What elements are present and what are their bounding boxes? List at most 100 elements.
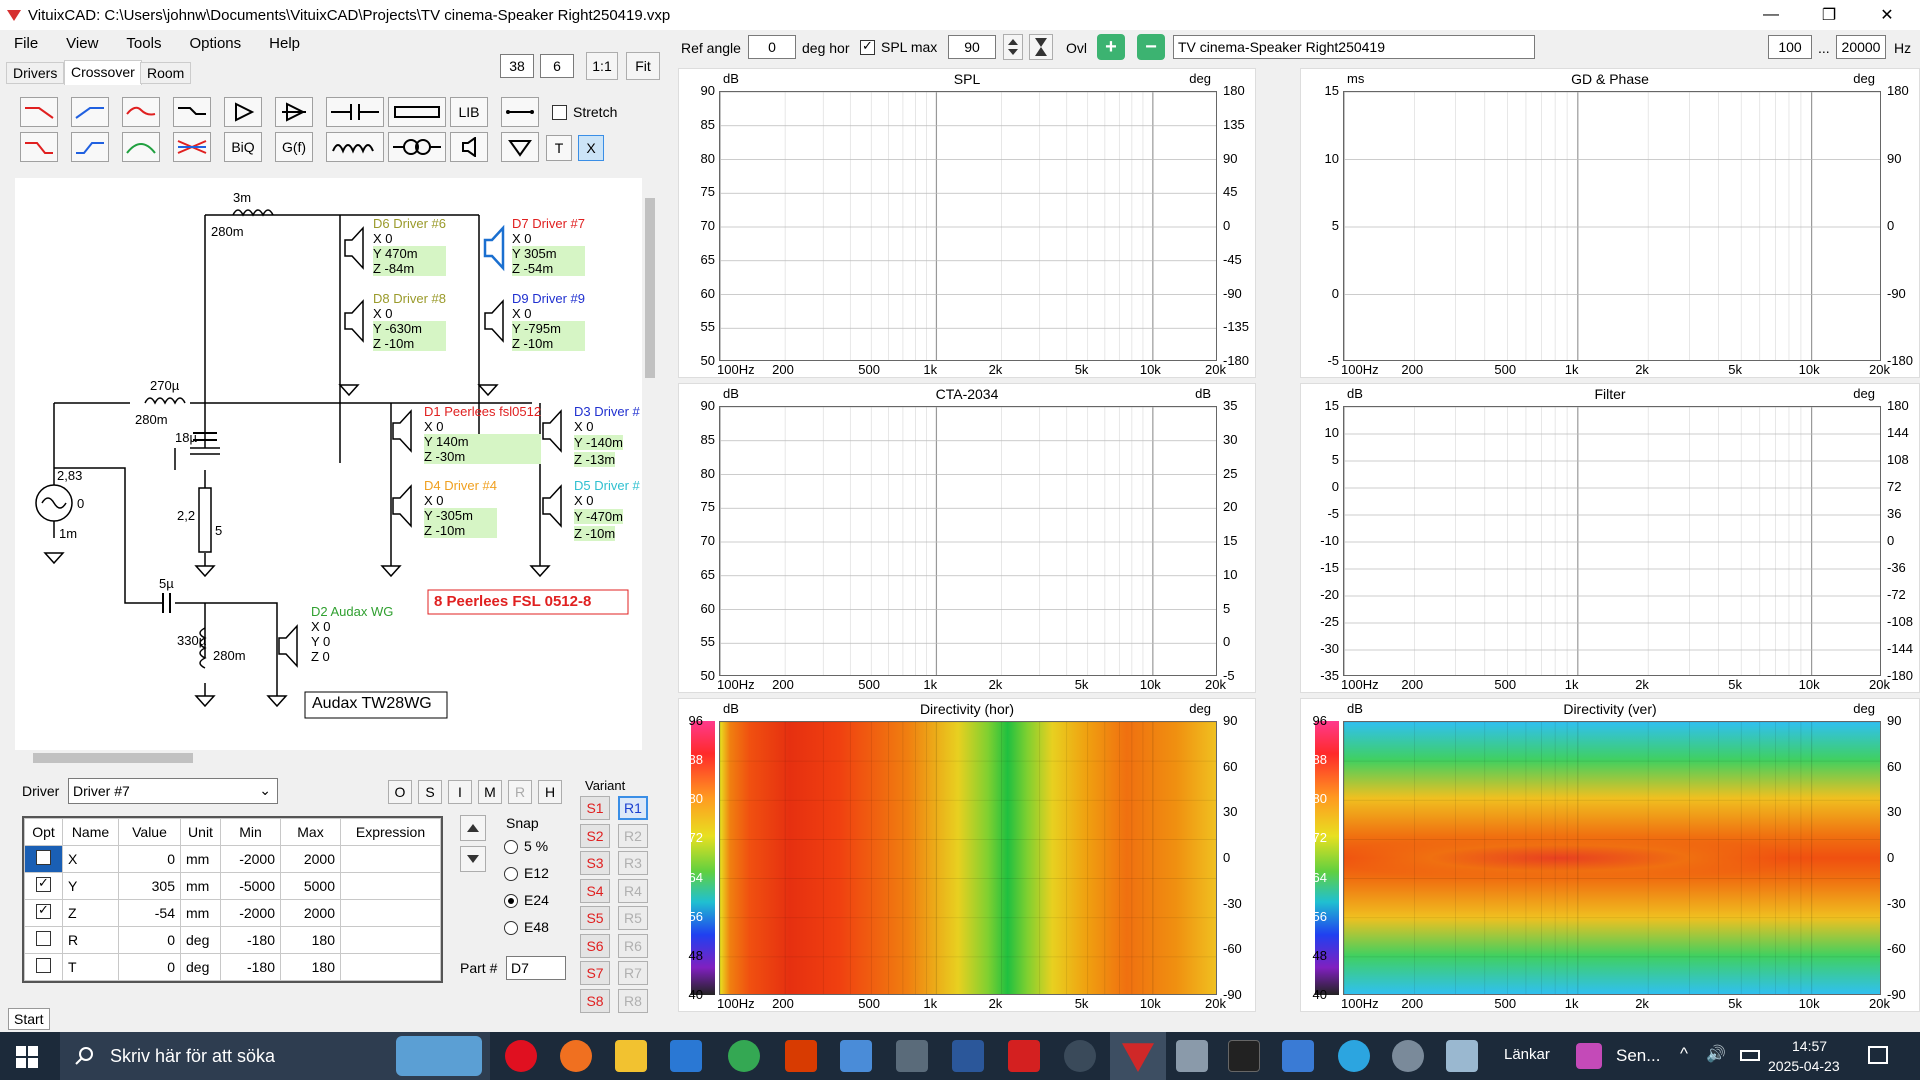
freq-to-field[interactable]: 20000 bbox=[1836, 35, 1886, 59]
vituixcad-task-active[interactable] bbox=[1110, 1032, 1166, 1080]
plot-area[interactable] bbox=[719, 406, 1217, 676]
param-max[interactable]: 5000 bbox=[280, 872, 341, 900]
clock-time[interactable]: 14:57 bbox=[1792, 1038, 1828, 1054]
driver-m-button[interactable]: M bbox=[478, 780, 502, 804]
schematic-vscroll[interactable] bbox=[642, 178, 658, 750]
transformer-tool[interactable] bbox=[388, 132, 446, 162]
app-icon-generic[interactable] bbox=[1176, 1040, 1208, 1072]
splmax-toggle[interactable]: SPL max bbox=[860, 38, 937, 55]
driver-d7-label[interactable]: D7 Driver #7 X 0 Y 305m Z -54m bbox=[512, 216, 585, 276]
heatmap-plot[interactable] bbox=[1343, 721, 1881, 995]
variant-s5-button[interactable]: S5 bbox=[580, 906, 610, 930]
driver-i-button[interactable]: I bbox=[448, 780, 472, 804]
param-value[interactable]: 0 bbox=[118, 926, 181, 954]
peak-tool[interactable] bbox=[122, 97, 160, 127]
param-max[interactable]: 180 bbox=[280, 926, 341, 954]
battery-icon[interactable] bbox=[1740, 1050, 1760, 1061]
close-button[interactable]: ✕ bbox=[1880, 7, 1894, 24]
taskbar-sen[interactable]: Sen... bbox=[1616, 1046, 1661, 1065]
menu-file[interactable]: File bbox=[14, 34, 39, 52]
capacitor-tool[interactable] bbox=[326, 97, 384, 127]
param-value[interactable]: -54 bbox=[118, 899, 181, 927]
stretch-checkbox[interactable]: Stretch bbox=[552, 104, 617, 120]
driver-d4-label[interactable]: D4 Driver #4 X 0 Y -305m Z -10m bbox=[424, 478, 497, 538]
graph-panel-cta[interactable]: CTA-2034 dB dB 90 85 80 75 70 65 60 55 50 35 30 25 20 15… bbox=[678, 383, 1256, 693]
variant-s2-button[interactable]: S2 bbox=[580, 823, 610, 848]
opt-checkbox-y[interactable] bbox=[36, 875, 51, 892]
allpass-tool[interactable] bbox=[173, 132, 211, 162]
param-expression[interactable] bbox=[340, 872, 441, 900]
telegram-icon[interactable] bbox=[1338, 1040, 1370, 1072]
links-toolbar[interactable]: Länkar bbox=[1504, 1046, 1550, 1063]
snap-option-e12[interactable]: E12 bbox=[504, 865, 549, 882]
word-icon[interactable] bbox=[952, 1040, 984, 1072]
param-min[interactable]: -2000 bbox=[220, 899, 281, 927]
text-tool[interactable]: T bbox=[546, 135, 572, 161]
variant-r5-button[interactable]: R5 bbox=[618, 906, 648, 930]
taskbar-search[interactable]: Skriv här för att söka bbox=[60, 1032, 490, 1080]
variant-r3-button[interactable]: R3 bbox=[618, 851, 648, 875]
acrobat-icon[interactable] bbox=[1008, 1040, 1040, 1072]
param-expression[interactable] bbox=[340, 845, 441, 873]
calculator-icon[interactable] bbox=[896, 1040, 928, 1072]
lowpass2-tool[interactable] bbox=[20, 132, 58, 162]
graph-panel-dirh[interactable]: Directivity (hor) dB deg 96 88 80 72 64 56 48 40 90… bbox=[678, 698, 1256, 1012]
overlay-remove-button[interactable]: − bbox=[1137, 34, 1165, 60]
spl-updown-button[interactable] bbox=[1003, 34, 1023, 60]
graph-panel-filter[interactable]: Filter dB deg 15 10 5 0 -5 -10 -15 -20 -25 -30 -35 180… bbox=[1300, 383, 1920, 693]
graph-panel-dirv[interactable]: Directivity (ver) dB deg 96 88 80 72 64 56 48 40 90… bbox=[1300, 698, 1920, 1012]
move-down-button[interactable] bbox=[460, 846, 486, 872]
rew-icon[interactable] bbox=[1228, 1040, 1260, 1072]
variant-r2-button[interactable]: R2 bbox=[618, 823, 648, 848]
driver-d2-label[interactable]: D2 Audax WG X 0 Y 0 Z 0 bbox=[311, 604, 393, 664]
snap-option-e24[interactable]: E24 bbox=[504, 892, 549, 909]
gf-tool[interactable]: G(f) bbox=[275, 132, 313, 162]
schematic-hscroll[interactable] bbox=[15, 750, 642, 766]
param-value[interactable]: 0 bbox=[118, 845, 181, 873]
driver-d9-label[interactable]: D9 Driver #9 X 0 Y -795m Z -10m bbox=[512, 291, 585, 351]
variant-s7-button[interactable]: S7 bbox=[580, 961, 610, 985]
radio-e24[interactable] bbox=[504, 894, 518, 909]
lowpass-tool[interactable] bbox=[20, 97, 58, 127]
freq-from-field[interactable]: 100 bbox=[1768, 35, 1812, 59]
opt-checkbox-z[interactable] bbox=[36, 902, 51, 919]
opt-checkbox-r[interactable] bbox=[36, 931, 51, 946]
radio-e12[interactable] bbox=[504, 867, 518, 882]
driver-s-button[interactable]: S bbox=[418, 780, 442, 804]
snap-option-5pct[interactable]: 5 % bbox=[504, 838, 548, 855]
part-field[interactable]: D7 bbox=[506, 956, 566, 980]
inductor-tool[interactable] bbox=[326, 132, 384, 162]
tab-crossover[interactable]: Crossover bbox=[64, 60, 142, 85]
tab-drivers[interactable]: Drivers bbox=[6, 62, 65, 84]
variant-s3-button[interactable]: S3 bbox=[580, 851, 610, 875]
ref-angle-field[interactable]: 0 bbox=[748, 35, 796, 59]
app-icon-generic[interactable] bbox=[1064, 1040, 1096, 1072]
driver-h-button[interactable]: H bbox=[538, 780, 562, 804]
note-peerless[interactable]: 8 Peerlees FSL 0512-8 bbox=[434, 593, 592, 610]
zoom-a-field[interactable]: 38 bbox=[500, 54, 534, 78]
param-max[interactable]: 2000 bbox=[280, 899, 341, 927]
variant-r6-button[interactable]: R6 bbox=[618, 933, 648, 958]
table-row[interactable]: R 0 deg -180 180 bbox=[24, 926, 441, 954]
snap-option-e48[interactable]: E48 bbox=[504, 919, 549, 936]
windows-start-button[interactable] bbox=[16, 1046, 38, 1072]
highpass-tool[interactable] bbox=[71, 97, 109, 127]
splmax-checkbox[interactable] bbox=[860, 38, 875, 55]
driver-d6-label[interactable]: D6 Driver #6 X 0 Y 470m Z -84m bbox=[373, 216, 446, 276]
ground-tool[interactable] bbox=[501, 132, 539, 162]
teams-icon[interactable] bbox=[1576, 1043, 1602, 1069]
stretch-box[interactable] bbox=[552, 104, 567, 120]
graph-panel-spl[interactable]: SPL dB deg 90 85 80 75 70 65 60 55 50 180 135 90 45 0 -45… bbox=[678, 68, 1256, 378]
driver-o-button[interactable]: O bbox=[388, 780, 412, 804]
opera-icon[interactable] bbox=[505, 1040, 537, 1072]
driver-d8-label[interactable]: D8 Driver #8 X 0 Y -630m Z -10m bbox=[373, 291, 446, 351]
param-max[interactable]: 2000 bbox=[280, 845, 341, 873]
variant-s4-button[interactable]: S4 bbox=[580, 878, 610, 903]
clock-date[interactable]: 2025-04-23 bbox=[1768, 1058, 1840, 1074]
variant-s8-button[interactable]: S8 bbox=[580, 988, 610, 1013]
driver-r-button[interactable]: R bbox=[508, 780, 532, 804]
menu-tools[interactable]: Tools bbox=[126, 34, 162, 52]
opt-checkbox-x[interactable] bbox=[36, 850, 51, 865]
